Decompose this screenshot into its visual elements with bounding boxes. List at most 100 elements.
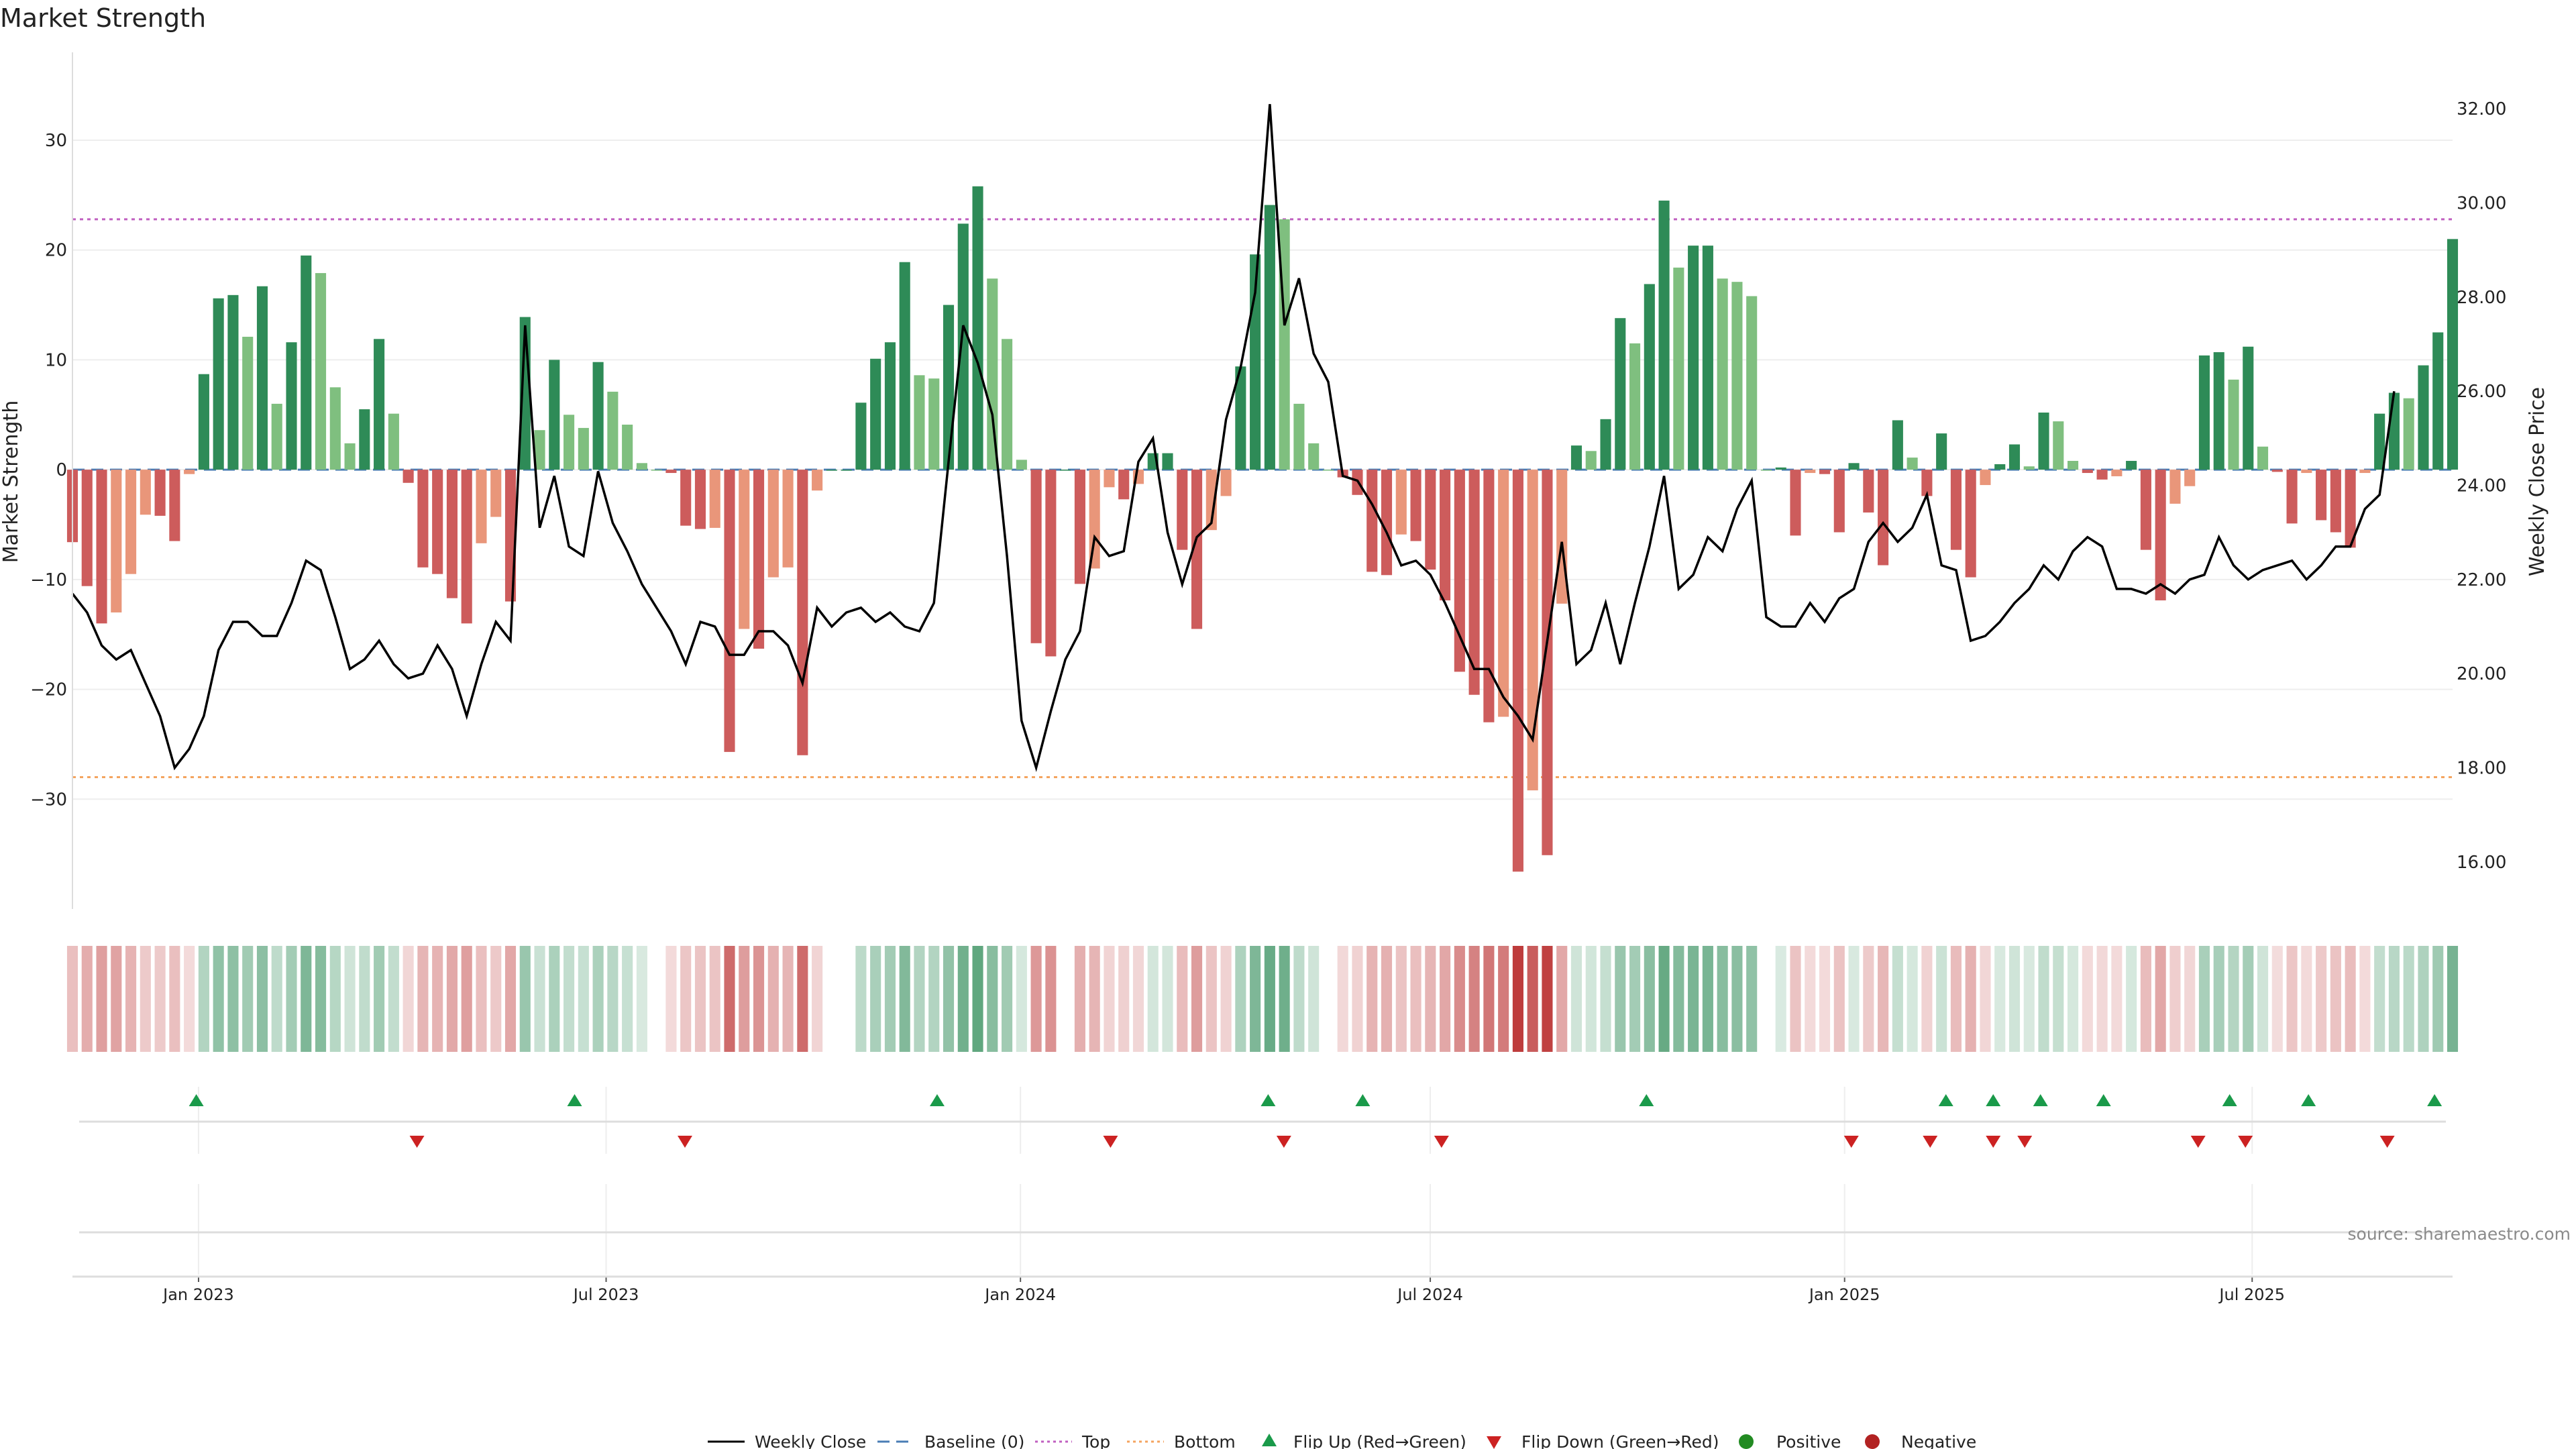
heat-cell (2330, 946, 2341, 1052)
strength-bars (66, 186, 2459, 872)
flip-down-marker (409, 1136, 425, 1148)
heat-cell (1892, 946, 1903, 1052)
heat-cell (1629, 946, 1641, 1052)
heat-cell (2271, 946, 2283, 1052)
heat-cell (1132, 946, 1144, 1052)
heat-cell (504, 946, 517, 1052)
strength-bar (227, 294, 239, 470)
strength-bar (301, 255, 312, 470)
legend: Weekly Close Baseline (0) Top Bottom Fli… (708, 1432, 1976, 1449)
strength-bar (1045, 470, 1057, 657)
flip-up-marker (189, 1094, 204, 1106)
strength-bar (2403, 398, 2414, 470)
heat-cell (1994, 946, 2006, 1052)
strength-bar (2271, 470, 2283, 472)
strength-bar (957, 223, 969, 470)
flip-up-marker (1938, 1094, 1953, 1106)
strength-bar (402, 470, 414, 483)
heat-cell (1293, 946, 1305, 1052)
strength-bar (2345, 470, 2356, 548)
heat-cell (476, 946, 487, 1052)
left-y-tick-label: −10 (30, 570, 67, 590)
heat-cell (592, 946, 604, 1052)
heat-cell (1980, 946, 1991, 1052)
weekly-close-line (71, 104, 2396, 772)
strength-bar (1790, 470, 1801, 536)
legend-positive-dot-icon (1739, 1434, 1754, 1449)
flip-down-marker (2190, 1136, 2206, 1148)
strength-bar (1162, 453, 1173, 470)
flip-down-marker (2379, 1136, 2395, 1148)
heat-cell (1250, 946, 1261, 1052)
heat-cell (329, 946, 341, 1052)
heat-cell (1761, 946, 1772, 1052)
heat-cell (1220, 946, 1232, 1052)
heat-cell (767, 946, 779, 1052)
right-y-tick-label: 24.00 (2457, 476, 2506, 496)
strength-bar (2301, 470, 2312, 474)
heat-cell (2155, 946, 2166, 1052)
strength-bar (549, 360, 560, 470)
legend-flip-up-label: Flip Up (Red→Green) (1293, 1432, 1466, 1449)
strength-bar (329, 387, 341, 470)
heat-cell (1936, 946, 1947, 1052)
strength-bar (2418, 365, 2429, 470)
strength-bar (461, 470, 472, 624)
left-y-tick-label: −30 (30, 790, 67, 810)
strength-bar (1220, 470, 1232, 496)
axes (72, 52, 73, 909)
strength-bar (1293, 403, 1305, 470)
strength-bar (724, 470, 735, 752)
strength-bar (2068, 461, 2079, 470)
strength-bar (1833, 470, 1845, 533)
left-y-tick-label: 0 (56, 460, 67, 480)
heat-cell (2388, 946, 2400, 1052)
right-y-tick-label: 16.00 (2457, 853, 2506, 873)
strength-bar (1658, 201, 1670, 470)
heat-cell (446, 946, 458, 1052)
heat-cell (2301, 946, 2312, 1052)
strength-bar (1366, 470, 1378, 572)
strength-bar (242, 337, 254, 470)
heat-cell (1279, 946, 1290, 1052)
left-y-tick-label: 30 (45, 131, 67, 151)
strength-bar (315, 273, 327, 470)
heat-cell (1950, 946, 1962, 1052)
left-axis-label: Market Strength (0, 400, 23, 563)
strength-bar (1498, 470, 1509, 717)
strength-bar (344, 443, 356, 470)
heat-cell (2243, 946, 2254, 1052)
strength-bar (490, 470, 502, 517)
strength-bar (2228, 379, 2239, 470)
strength-bar (1731, 282, 1743, 470)
strength-bar (651, 470, 662, 471)
strength-bar (2053, 421, 2064, 470)
strength-bar (1994, 464, 2006, 470)
strength-bar (694, 470, 706, 529)
heat-cell (622, 946, 633, 1052)
strength-bar (2023, 466, 2035, 470)
strength-bar (2359, 470, 2371, 474)
heat-cell (2038, 946, 2049, 1052)
strength-bar (1717, 278, 1728, 470)
right-y-tick-label: 18.00 (2457, 759, 2506, 779)
strength-bar (797, 470, 808, 755)
heat-cell (81, 946, 93, 1052)
flip-up-marker (2033, 1094, 2048, 1106)
heat-cell (549, 946, 560, 1052)
heat-cell (1002, 946, 1013, 1052)
flip-down-marker (678, 1136, 693, 1148)
strength-bar (2096, 470, 2108, 480)
strength-bar (96, 470, 107, 624)
strength-bar (1615, 318, 1626, 470)
right-y-ticks: 32.00 30.00 28.00 26.00 24.00 22.00 20.00 18.00… (2457, 99, 2506, 873)
strength-bar (636, 463, 647, 470)
strength-bar (388, 413, 399, 470)
right-y-tick-label: 20.00 (2457, 664, 2506, 684)
heat-cell (1863, 946, 1874, 1052)
heat-cell (2228, 946, 2239, 1052)
heat-cell (2096, 946, 2108, 1052)
strength-bar (1936, 433, 1947, 470)
heat-cell (1805, 946, 1816, 1052)
heat-cell (2316, 946, 2327, 1052)
